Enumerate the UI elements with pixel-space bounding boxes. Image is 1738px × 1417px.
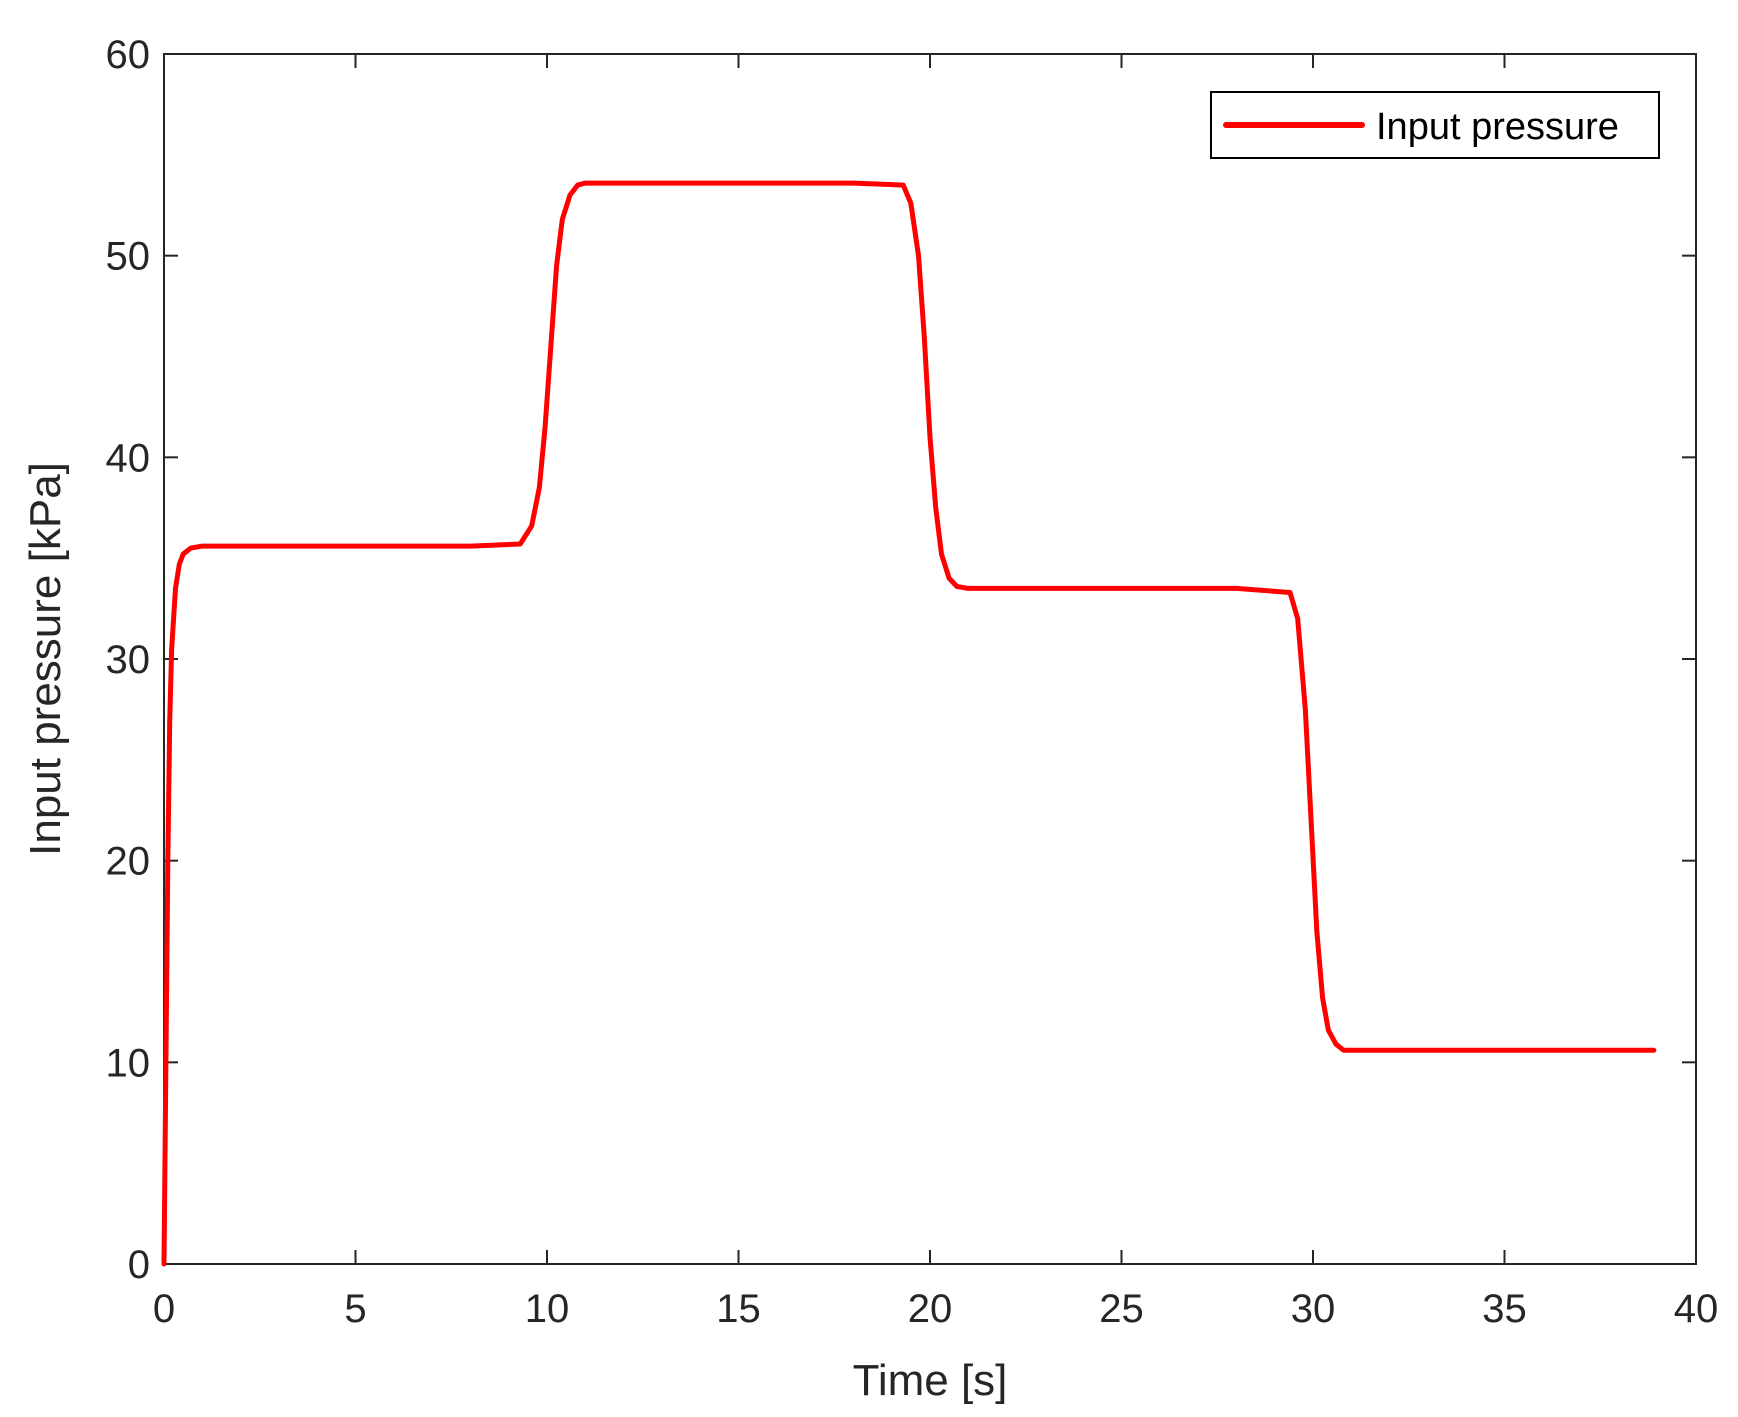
- x-tick-label: 35: [1482, 1287, 1527, 1331]
- y-axis-label: Input pressure [kPa]: [21, 462, 70, 856]
- legend-label: Input pressure: [1376, 106, 1619, 148]
- x-tick-label: 10: [525, 1287, 570, 1331]
- x-tick-label: 0: [153, 1287, 175, 1331]
- x-tick-label: 15: [716, 1287, 761, 1331]
- y-tick-label: 60: [106, 33, 151, 77]
- x-tick-label: 20: [908, 1287, 953, 1331]
- plot-area: [163, 53, 1697, 1265]
- axes-box: [163, 53, 1697, 1265]
- ticks: 0 5 10 15 20 25 30 35 40 0 10 20 30 40 50 60: [106, 33, 1719, 1331]
- series-layer: [161, 180, 1657, 1267]
- series-line-0: [161, 180, 1657, 1267]
- x-tick-label: 30: [1291, 1287, 1336, 1331]
- y-tick-label: 50: [106, 235, 151, 279]
- x-axis-label: Time [s]: [853, 1356, 1008, 1405]
- y-tick-label: 30: [106, 638, 151, 682]
- y-tick-label: 0: [128, 1243, 150, 1287]
- y-tick-label: 20: [106, 840, 151, 884]
- y-tick-label: 40: [106, 436, 151, 480]
- x-tick-label: 5: [344, 1287, 366, 1331]
- y-tick-label: 10: [106, 1041, 151, 1085]
- legend: Input pressure: [1210, 91, 1660, 159]
- x-tick-label: 25: [1099, 1287, 1144, 1331]
- x-tick-label: 40: [1674, 1287, 1719, 1331]
